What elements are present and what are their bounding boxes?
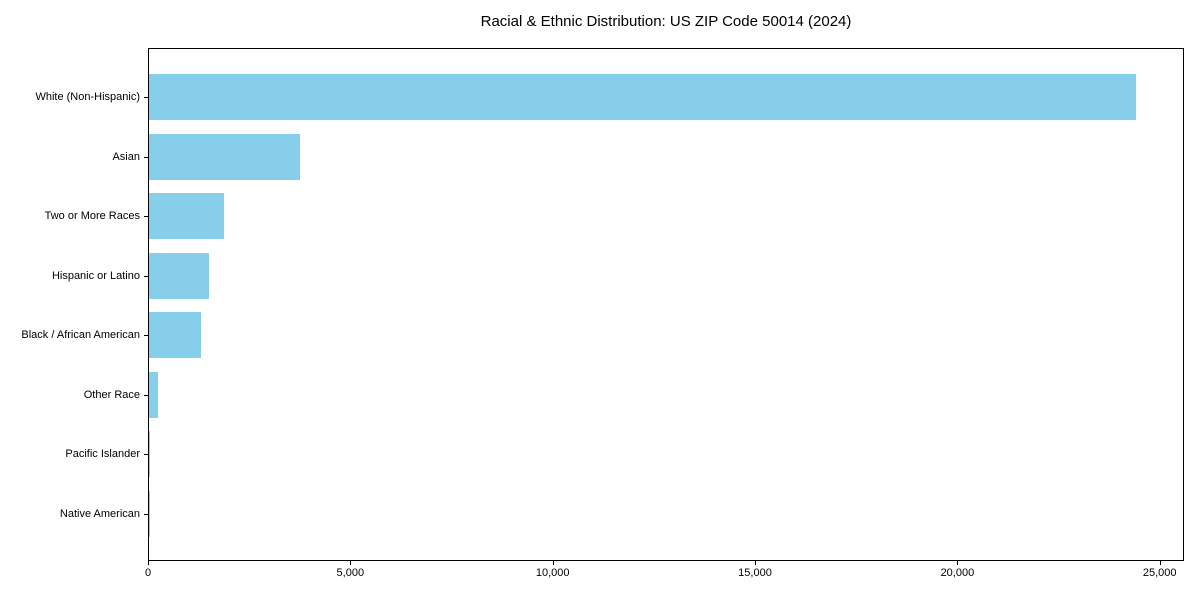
y-tick (144, 454, 148, 455)
x-axis-label: 10,000 (535, 567, 570, 579)
x-axis-label: 15,000 (738, 567, 772, 579)
y-axis-label: Other Race (83, 388, 140, 401)
y-tick (144, 216, 148, 217)
y-tick (144, 335, 148, 336)
x-tick (755, 561, 756, 565)
x-axis-label: 25,000 (1142, 567, 1177, 579)
bar (149, 74, 1137, 120)
bar (149, 193, 224, 240)
x-tick (350, 561, 352, 565)
y-axis-label: Asian (112, 150, 140, 163)
bar (149, 252, 210, 299)
x-axis-label: 20,000 (940, 567, 975, 579)
y-axis-label: Two or More Races (44, 210, 140, 223)
y-tick (144, 276, 148, 277)
x-tick (957, 561, 959, 565)
bar (149, 371, 158, 418)
y-axis-label: Hispanic or Latino (51, 269, 140, 282)
y-tick (144, 514, 148, 515)
chart-title: Racial & Ethnic Distribution: US ZIP Cod… (480, 13, 852, 30)
x-tick (552, 561, 554, 565)
y-axis-label: Pacific Islander (65, 448, 140, 461)
bar (149, 431, 150, 478)
x-axis-label: 0 (144, 567, 152, 579)
y-axis-label: Native American (59, 508, 140, 520)
y-axis-label: Black / African American (21, 329, 140, 342)
plot-area (148, 48, 1184, 561)
y-tick (144, 395, 148, 396)
y-tick (144, 157, 148, 158)
bar (149, 312, 202, 359)
bar (149, 133, 300, 180)
x-tick (1159, 561, 1161, 565)
x-axis-label: 5,000 (336, 567, 365, 579)
y-tick (144, 97, 148, 98)
y-axis-label: White (Non-Hispanic) (35, 91, 140, 103)
x-tick (148, 561, 149, 565)
